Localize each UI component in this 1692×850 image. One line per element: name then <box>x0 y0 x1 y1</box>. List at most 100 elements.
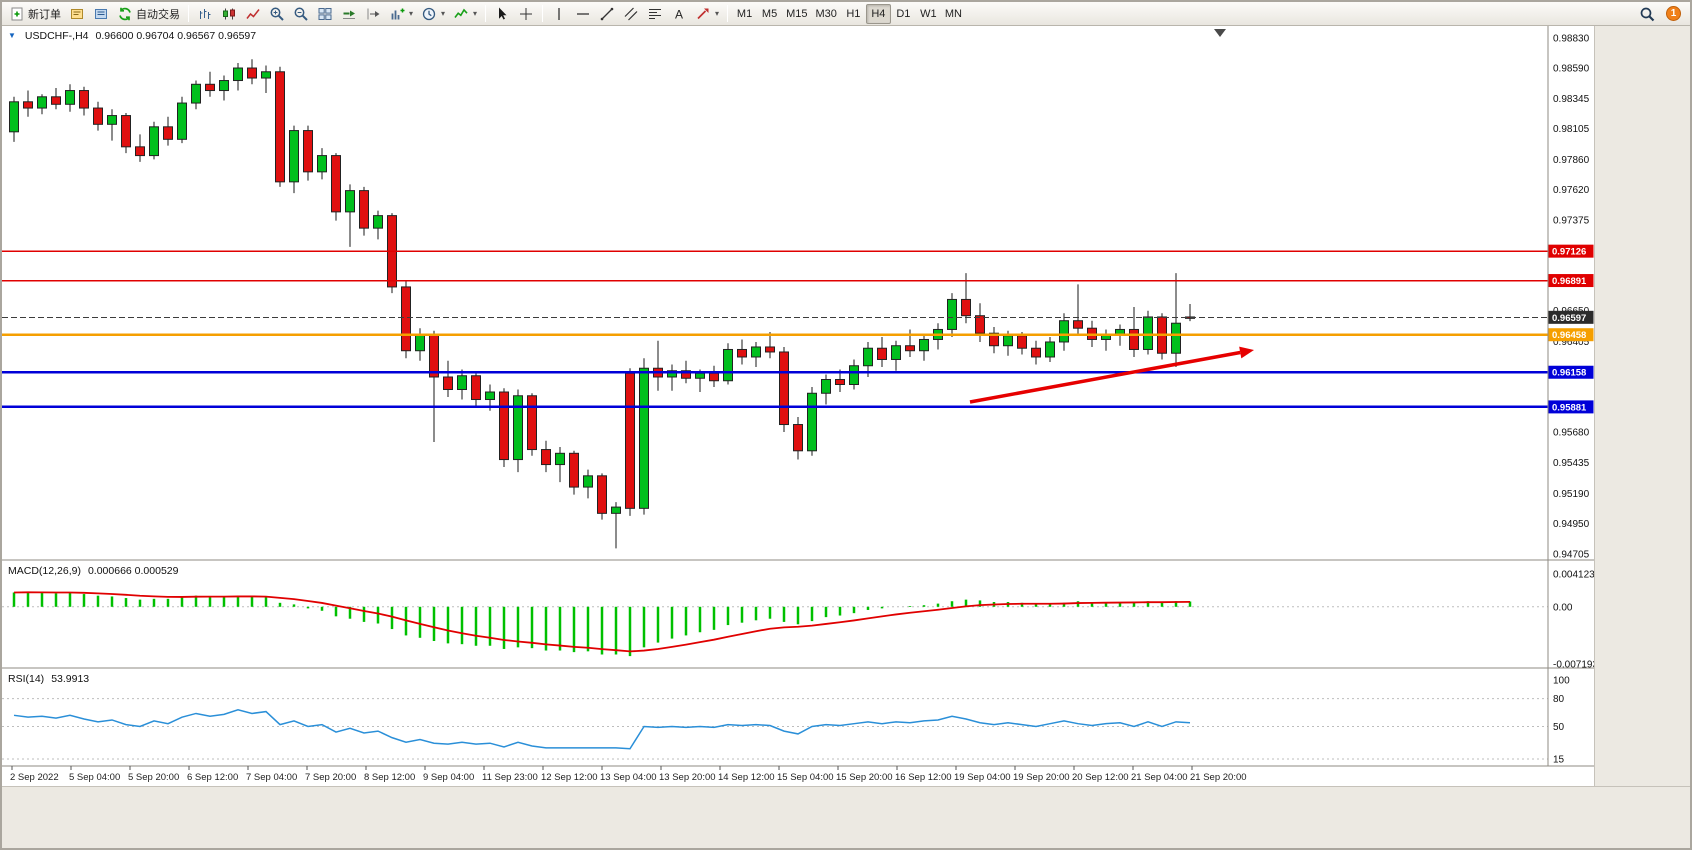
hline-icon <box>575 6 591 22</box>
time-axis-label: 5 Sep 04:00 <box>69 772 120 783</box>
candle-up <box>191 83 201 104</box>
bottom-gutter <box>2 786 1690 848</box>
fibonacci-retracement-button[interactable] <box>643 4 667 24</box>
bars-chart-button[interactable] <box>193 4 217 24</box>
line-chart-button[interactable] <box>241 4 265 24</box>
candle-up <box>373 215 383 229</box>
metaeditor-button[interactable] <box>65 4 89 24</box>
rsi-line <box>13 708 1191 750</box>
search-button[interactable] <box>1635 4 1659 24</box>
candle-up <box>219 80 229 92</box>
vertical-line-button[interactable] <box>547 4 571 24</box>
candle-up <box>345 190 355 213</box>
new-order-button[interactable]: 新订单 <box>5 4 65 24</box>
price-axis-label: 0.94950 <box>1553 519 1590 530</box>
tf-d1-button[interactable]: D1 <box>891 4 916 24</box>
time-axis-label: 5 Sep 20:00 <box>128 772 179 783</box>
auto-trading-button[interactable]: 自动交易 <box>113 4 184 24</box>
candle-up <box>65 90 75 105</box>
price-axis-label: 0.95190 <box>1553 489 1590 500</box>
candle-down <box>401 286 411 352</box>
candle-down <box>79 90 89 109</box>
candle-up <box>849 365 859 386</box>
tf-m5-button[interactable]: M5 <box>757 4 782 24</box>
time-axis-label: 9 Sep 04:00 <box>423 772 474 783</box>
candle-down <box>625 372 635 509</box>
candle-down <box>331 155 341 213</box>
tile-windows-button[interactable] <box>313 4 337 24</box>
time-axis-label: 20 Sep 12:00 <box>1072 772 1129 783</box>
candle-down <box>247 67 257 79</box>
arrows-tool-button[interactable]: ▾ <box>691 4 723 24</box>
crosshair-icon <box>518 6 534 22</box>
tf-h1-button[interactable]: H1 <box>841 4 866 24</box>
price-badge-label: 0.96597 <box>1552 313 1586 324</box>
price-axis-label: 0.95435 <box>1553 458 1590 469</box>
time-axis-label: 14 Sep 12:00 <box>718 772 775 783</box>
tf-m1-button[interactable]: M1 <box>732 4 757 24</box>
tline-icon <box>599 6 615 22</box>
horizontal-line-button[interactable] <box>571 4 595 24</box>
price-badge-label: 0.95881 <box>1552 402 1587 413</box>
cursor-icon <box>494 6 510 22</box>
candle-up <box>415 333 425 352</box>
chart-shift-button[interactable] <box>361 4 385 24</box>
candle-down <box>205 83 215 92</box>
candle-up <box>947 298 957 330</box>
text-tool-button[interactable]: A <box>667 4 691 24</box>
metaeditor-icon <box>69 6 85 22</box>
search-icon <box>1639 6 1655 22</box>
candlestick-chart-button[interactable] <box>217 4 241 24</box>
linechart-icon <box>245 6 261 22</box>
zoom-in-button[interactable] <box>265 4 289 24</box>
notification-badge[interactable]: 1 <box>1666 6 1681 21</box>
tf-m15-button[interactable]: M15 <box>782 4 811 24</box>
chart-client-area: 2 Sep 2022 5 Sep 04:00 5 Sep 20:00 6 Sep 12… <box>2 26 1690 786</box>
price-badge-blue <box>1548 365 1594 379</box>
toolbar-right: 1 <box>1635 4 1687 24</box>
rsi-axis-labels: 100 80 50 15 <box>1553 676 1570 766</box>
options-button[interactable] <box>89 4 113 24</box>
candle-down <box>905 345 915 352</box>
price-badge-blue <box>1548 400 1594 414</box>
zoomout-icon <box>293 6 309 22</box>
trend-arrow[interactable] <box>969 346 1254 404</box>
candle-down <box>569 452 579 488</box>
tf-w1-button[interactable]: W1 <box>916 4 941 24</box>
toolbar-separator <box>727 5 729 22</box>
tf-h4-button[interactable]: H4 <box>865 3 891 24</box>
candle-up <box>919 338 929 352</box>
tf-m5-label: M5 <box>761 7 778 20</box>
chart-shift-marker[interactable] <box>1214 29 1226 37</box>
profiles-button[interactable]: ▾ <box>417 4 449 24</box>
new-chart-button[interactable]: ▾ <box>385 4 417 24</box>
tf-mn-button[interactable]: MN <box>941 4 966 24</box>
time-axis-label: 7 Sep 20:00 <box>305 772 356 783</box>
clock-icon <box>421 6 437 22</box>
trendline-button[interactable] <box>595 4 619 24</box>
candle-up <box>695 372 705 379</box>
zoom-out-button[interactable] <box>289 4 313 24</box>
price-axis-label: 0.98105 <box>1553 124 1590 135</box>
macd-histogram <box>12 591 1192 657</box>
svg-text:A: A <box>675 7 683 21</box>
crosshair-button[interactable] <box>514 4 538 24</box>
auto-scroll-button[interactable] <box>337 4 361 24</box>
macd-axis-labels: 0.004123 0.00 -0.007193 <box>1553 570 1598 671</box>
time-axis-label: 8 Sep 12:00 <box>364 772 415 783</box>
candle-down <box>163 126 173 140</box>
candle-up <box>9 101 19 133</box>
time-axis-label: 13 Sep 04:00 <box>600 772 657 783</box>
equidistant-channel-button[interactable] <box>619 4 643 24</box>
price-chart-canvas[interactable]: 2 Sep 2022 5 Sep 04:00 5 Sep 20:00 6 Sep 12… <box>2 26 1598 786</box>
candle-down <box>93 107 103 125</box>
candle-up <box>513 395 523 461</box>
indicators-list-button[interactable]: ▾ <box>449 4 481 24</box>
tf-m30-button[interactable]: M30 <box>811 4 840 24</box>
tf-m30-label: M30 <box>815 7 837 20</box>
macd-axis-label: 0.004123 <box>1553 570 1594 581</box>
price-axis-label: 0.94705 <box>1553 550 1590 561</box>
candle-down <box>835 378 845 386</box>
cursor-button[interactable] <box>490 4 514 24</box>
